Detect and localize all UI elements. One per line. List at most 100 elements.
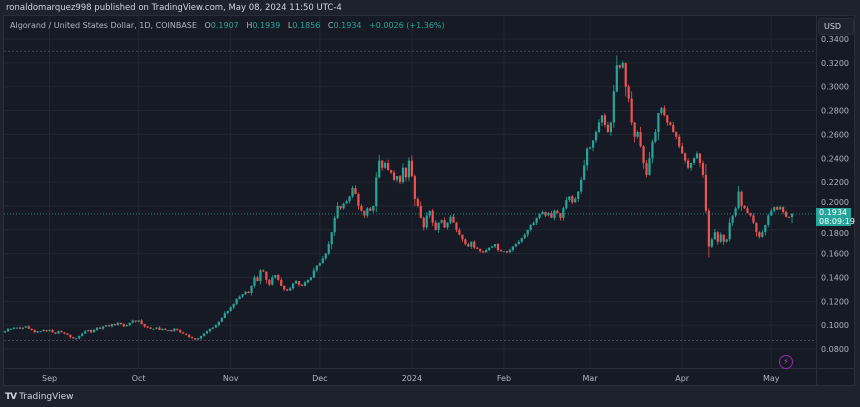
candle-body	[45, 329, 48, 332]
candle-body	[449, 216, 452, 223]
candle-body	[199, 335, 203, 339]
candle-body	[280, 279, 283, 286]
candle-body	[719, 234, 722, 242]
candle-body	[259, 270, 262, 282]
candle-body	[208, 328, 212, 332]
candle-body	[600, 115, 604, 123]
candle-body	[315, 265, 318, 271]
candle-body	[419, 205, 422, 218]
candle-body	[713, 232, 716, 240]
candle-body	[354, 188, 357, 195]
candle-body	[476, 247, 479, 249]
high-value: 0.1939	[252, 21, 281, 30]
candle-body	[256, 277, 259, 282]
candle-body	[752, 215, 755, 223]
candle-body	[220, 318, 223, 322]
candle-body	[155, 327, 158, 329]
candle-body	[217, 321, 220, 326]
candle-body	[618, 65, 621, 68]
candle-body	[681, 146, 684, 154]
candle-body	[137, 320, 140, 322]
candle-body	[116, 322, 119, 326]
candle-body	[101, 326, 105, 329]
open-value: 0.1907	[210, 21, 239, 30]
candle-body	[390, 170, 393, 173]
candle-body	[588, 147, 592, 149]
candle-body	[609, 122, 612, 133]
candle-body	[9, 328, 13, 330]
price-tick-label: 0.0800	[821, 345, 849, 354]
candle-body	[410, 160, 413, 177]
candle-body	[773, 207, 776, 211]
candle-body	[779, 207, 782, 210]
candle-body	[431, 210, 434, 223]
candle-body	[785, 211, 788, 217]
candle-body	[577, 191, 580, 199]
candle-body	[470, 241, 473, 247]
candle-body	[776, 207, 779, 210]
candle-body	[18, 327, 21, 329]
change-value: +0.0026 (+1.36%)	[369, 21, 445, 30]
tradingview-logo[interactable]: TV TradingView	[5, 392, 74, 402]
candle-body	[348, 196, 351, 202]
candle-body	[508, 250, 511, 253]
candle-body	[636, 132, 639, 137]
candle-body	[722, 234, 725, 242]
candle-body	[538, 214, 541, 218]
time-tick-label: Oct	[132, 374, 146, 383]
candle-body	[274, 275, 277, 278]
candle-body	[479, 248, 482, 252]
candle-body	[755, 222, 758, 233]
candle-body	[363, 210, 366, 216]
candle-body	[716, 232, 719, 242]
currency-button[interactable]: USD	[818, 18, 854, 35]
candle-body	[235, 298, 238, 304]
candle-body	[452, 216, 455, 223]
candle-body	[87, 329, 90, 332]
candle-body	[761, 232, 764, 237]
candle-body	[294, 281, 298, 284]
candle-body	[437, 222, 440, 230]
candle-body	[131, 320, 134, 323]
candle-body	[464, 239, 467, 245]
candle-body	[6, 328, 10, 332]
candle-body	[523, 234, 526, 239]
candle-body	[395, 176, 399, 180]
candle-body	[327, 244, 330, 254]
symbol-title[interactable]: Algorand / United States Dollar, 1D, COI…	[10, 21, 197, 30]
candle-body	[375, 177, 378, 206]
candle-body	[223, 313, 226, 319]
candle-body	[54, 332, 57, 334]
candle-body	[482, 251, 485, 253]
candle-body	[241, 294, 244, 297]
candle-body	[672, 124, 675, 133]
price-tick-label: 0.1600	[821, 250, 849, 259]
candle-body	[306, 279, 310, 283]
candle-body	[387, 163, 390, 171]
lightning-icon[interactable]: ⚡	[779, 355, 793, 369]
candle-body	[630, 98, 633, 123]
candle-body	[170, 329, 173, 332]
candle-body	[122, 324, 125, 327]
time-tick-label: 2024	[402, 374, 422, 383]
candle-body	[455, 222, 458, 230]
candle-body	[226, 310, 229, 314]
tv-logo-icon: TV	[5, 392, 17, 402]
candle-body	[214, 325, 217, 328]
candle-body	[571, 196, 574, 203]
candle-body	[574, 198, 577, 203]
candle-body	[271, 277, 274, 285]
candle-body	[725, 239, 728, 242]
candle-body	[532, 222, 535, 226]
candle-body	[621, 62, 624, 68]
candle-body	[300, 284, 304, 286]
candle-body	[597, 122, 601, 133]
candle-body	[401, 167, 405, 183]
price-tick-label: 0.1000	[821, 321, 849, 330]
candle-body	[704, 174, 708, 211]
candle-body	[3, 331, 7, 333]
time-tick-label: Dec	[312, 374, 327, 383]
candle-body	[15, 327, 18, 329]
candle-body	[565, 199, 568, 209]
